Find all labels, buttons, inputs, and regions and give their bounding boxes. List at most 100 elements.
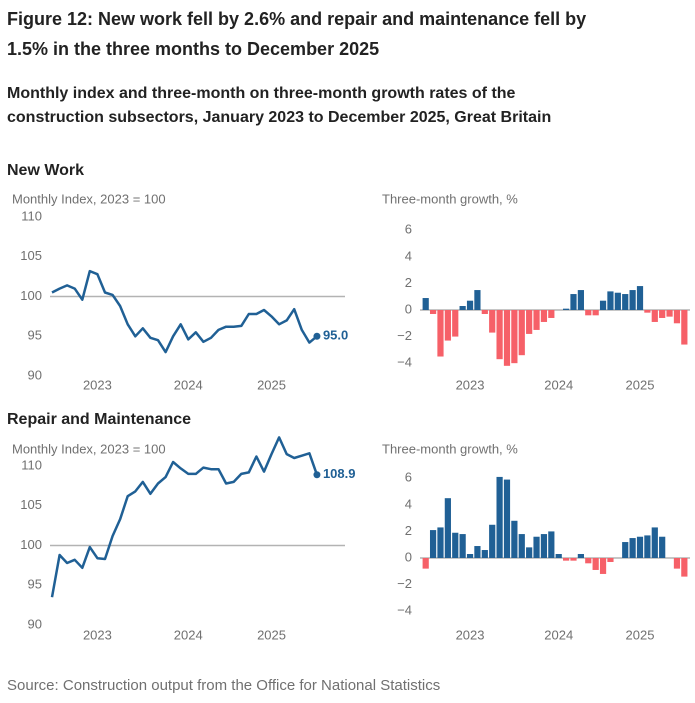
bar	[555, 554, 562, 558]
bar	[570, 557, 577, 561]
bar	[548, 531, 555, 558]
y-tick-label: 110	[21, 457, 42, 472]
bar	[607, 291, 614, 310]
bar	[644, 535, 651, 558]
bar	[429, 309, 437, 314]
bar	[622, 542, 629, 558]
bar	[481, 309, 488, 314]
line	[50, 436, 319, 598]
bar	[629, 538, 636, 558]
y-tick-label: 4	[405, 248, 412, 263]
x-tick-label: 2025	[626, 377, 655, 392]
bar	[474, 546, 481, 558]
bar	[599, 557, 607, 574]
bar	[518, 534, 525, 558]
source: Source: Construction output from the Off…	[7, 677, 441, 694]
bar	[496, 309, 503, 360]
bar	[452, 309, 459, 337]
bar	[570, 294, 577, 310]
bar	[673, 557, 681, 569]
bar	[422, 298, 429, 310]
x-tick-label: 2023	[83, 627, 112, 642]
bar	[466, 300, 474, 310]
bar	[563, 557, 570, 561]
bar	[511, 520, 518, 558]
y-tick-label: −2	[397, 328, 412, 343]
bar	[540, 534, 548, 558]
end-point	[313, 471, 321, 479]
bar	[644, 309, 651, 313]
axis-label: Monthly Index, 2023 = 100	[12, 441, 166, 456]
y-tick-label: 6	[405, 470, 412, 485]
title: Figure 12: New work fell by 2.6% and rep…	[7, 9, 587, 59]
bar	[526, 547, 533, 558]
y-tick-label: 2	[405, 523, 412, 538]
bar	[437, 527, 444, 558]
x-tick-label: 2023	[456, 377, 485, 392]
subtitle: Monthly index and three-month on three-m…	[7, 85, 552, 126]
bar	[681, 557, 688, 577]
bar	[614, 292, 621, 310]
bar	[489, 524, 496, 558]
y-tick-label: −4	[397, 355, 412, 370]
y-tick-label: 110	[21, 208, 42, 223]
y-tick-label: 0	[405, 301, 412, 316]
charts: Monthly Index, 2023 = 100909510010511020…	[12, 191, 690, 642]
end-label: 95.0	[323, 328, 348, 343]
bar	[533, 309, 540, 330]
bar	[444, 309, 451, 341]
y-tick-label: 100	[20, 288, 42, 303]
y-tick-label: 95	[28, 328, 42, 343]
bar	[459, 534, 466, 558]
bar	[489, 309, 496, 333]
bar	[673, 309, 681, 324]
bar	[466, 554, 474, 558]
bar	[429, 530, 437, 558]
x-tick-label: 2025	[626, 627, 655, 642]
bar	[651, 309, 658, 322]
bar	[681, 309, 688, 345]
x-tick-label: 2024	[544, 627, 573, 642]
bar	[659, 309, 666, 318]
bar	[577, 554, 584, 558]
axis-label: Monthly Index, 2023 = 100	[12, 191, 166, 206]
x-tick-label: 2024	[174, 377, 203, 392]
bar	[651, 527, 658, 558]
bar	[481, 550, 488, 558]
y-tick-label: 105	[20, 497, 42, 512]
x-tick-label: 2024	[544, 377, 573, 392]
y-tick-label: −2	[397, 576, 412, 591]
bar	[607, 557, 614, 562]
axis-label: Three-month growth, %	[382, 191, 518, 206]
end-point	[313, 332, 321, 340]
y-tick-label: 90	[28, 616, 42, 631]
bar	[474, 290, 481, 310]
end-label: 108.9	[323, 466, 356, 481]
y-tick-label: 0	[405, 549, 412, 564]
bar	[585, 557, 592, 564]
x-tick-label: 2025	[257, 627, 286, 642]
x-tick-label: 2023	[83, 377, 112, 392]
bar	[526, 309, 533, 334]
y-tick-label: 105	[20, 248, 42, 263]
bar	[422, 557, 429, 569]
bar	[540, 309, 548, 322]
bar	[599, 300, 607, 310]
bar	[563, 308, 570, 310]
y-tick-label: 90	[28, 367, 42, 382]
bar	[585, 309, 592, 316]
bar	[592, 557, 599, 570]
y-tick-label: −4	[397, 603, 412, 618]
bar	[511, 309, 518, 364]
x-tick-label: 2024	[174, 627, 203, 642]
bar	[518, 309, 525, 356]
y-tick-label: 2	[405, 275, 412, 290]
bar	[659, 536, 666, 558]
x-tick-label: 2023	[456, 627, 485, 642]
bar	[592, 309, 599, 316]
y-tick-label: 100	[20, 537, 42, 552]
bar	[666, 309, 673, 317]
y-tick-label: 6	[405, 222, 412, 237]
bar	[629, 290, 636, 310]
